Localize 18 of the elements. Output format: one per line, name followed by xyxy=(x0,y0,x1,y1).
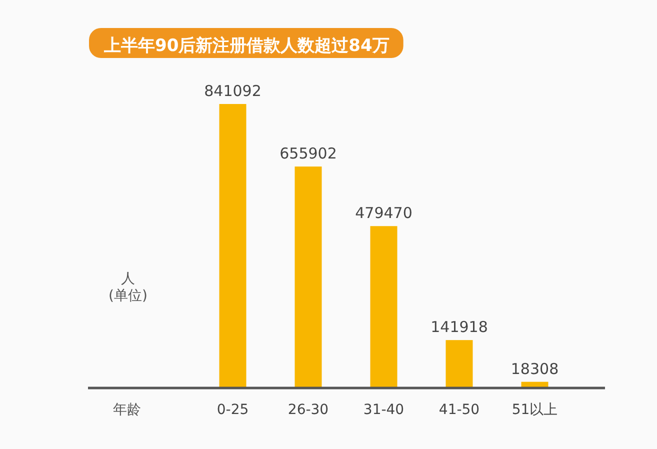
data-label: 141918 xyxy=(430,318,488,336)
x-tick-label: 51以上 xyxy=(512,402,558,418)
x-tick-label: 26-30 xyxy=(288,402,329,418)
data-label: 841092 xyxy=(204,82,262,100)
data-label: 18308 xyxy=(510,360,559,378)
bar xyxy=(446,340,473,388)
x-tick-label: 31-40 xyxy=(363,402,404,418)
bar xyxy=(370,226,398,388)
y-axis-title: 人 (单位) xyxy=(108,271,148,304)
data-label: 655902 xyxy=(280,144,337,163)
bar xyxy=(219,104,246,388)
chart-title: 上半年90后新注册借款人数超过84万 xyxy=(103,36,390,56)
x-axis-title: 年龄 xyxy=(113,402,141,418)
data-label: 479470 xyxy=(355,204,412,222)
bar xyxy=(294,166,322,388)
x-tick-label: 0-25 xyxy=(216,402,249,418)
x-tick-label: 41-50 xyxy=(438,402,480,418)
title: 上半年90后新注册借款人数超过84万 xyxy=(89,28,404,58)
